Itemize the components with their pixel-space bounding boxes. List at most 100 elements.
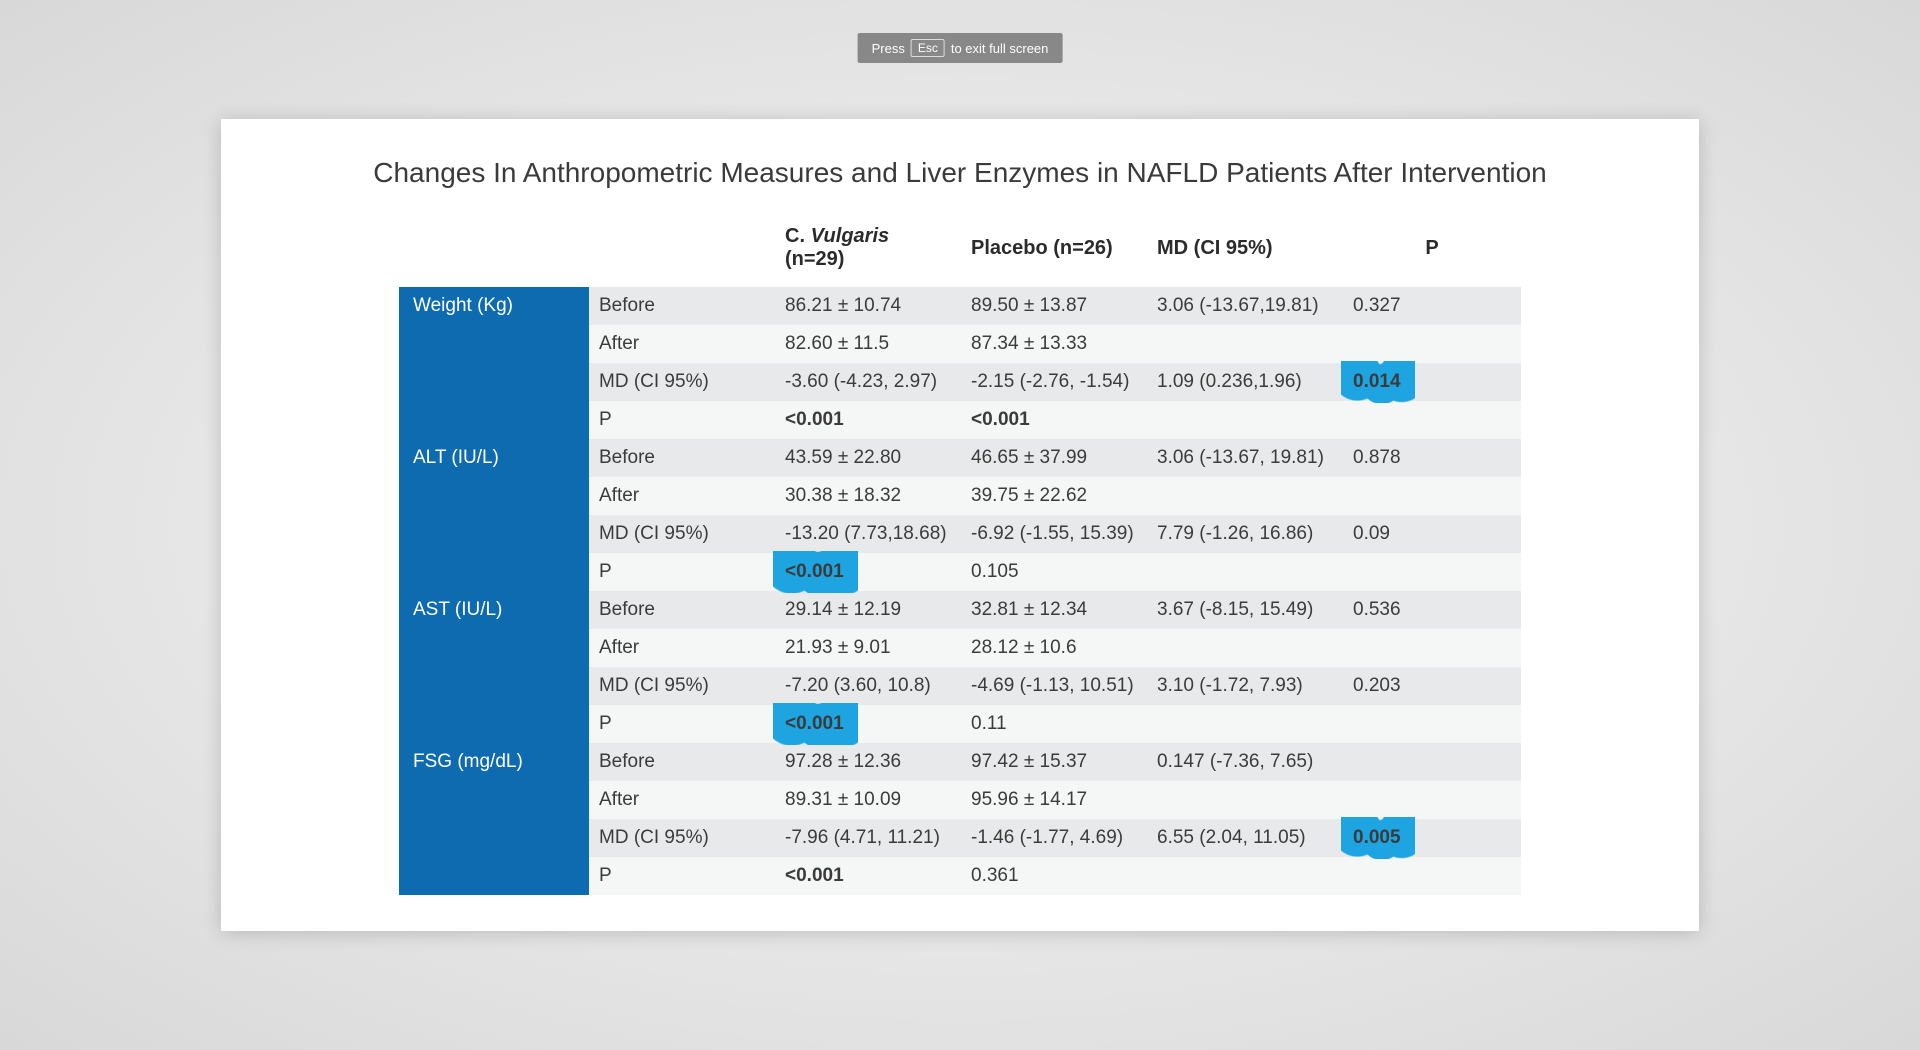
hint-press: Press (872, 41, 905, 56)
vulgaris-value: <0.001 (775, 857, 961, 895)
p-value: 0.203 (1343, 667, 1521, 705)
table-row: FSG (mg/dL)Before97.28 ± 12.3697.42 ± 15… (399, 743, 1521, 781)
vulgaris-value: <0.001 (775, 401, 961, 439)
header-blank-1 (399, 217, 589, 287)
md-value (1147, 857, 1343, 895)
md-value: 3.67 (-8.15, 15.49) (1147, 591, 1343, 629)
stat-label: P (589, 705, 775, 743)
stat-label: MD (CI 95%) (589, 819, 775, 857)
header-vulgaris: C. Vulgaris (n=29) (775, 217, 961, 287)
p-value (1343, 629, 1521, 667)
p-value (1343, 781, 1521, 819)
md-value: 3.10 (-1.72, 7.93) (1147, 667, 1343, 705)
fullscreen-hint: Press Esc to exit full screen (858, 33, 1063, 63)
p-value (1343, 743, 1521, 781)
header-md: MD (CI 95%) (1147, 217, 1343, 287)
md-value (1147, 477, 1343, 515)
p-value (1343, 705, 1521, 743)
placebo-value: 87.34 ± 13.33 (961, 325, 1147, 363)
stat-label: After (589, 629, 775, 667)
vulgaris-value: -13.20 (7.73,18.68) (775, 515, 961, 553)
p-value: 0.005 (1343, 819, 1521, 857)
vulgaris-value: 29.14 ± 12.19 (775, 591, 961, 629)
p-value: 0.09 (1343, 515, 1521, 553)
placebo-value: 28.12 ± 10.6 (961, 629, 1147, 667)
vulgaris-value: <0.001 (775, 705, 961, 743)
stat-label: P (589, 401, 775, 439)
vulgaris-value: 97.28 ± 12.36 (775, 743, 961, 781)
header-placebo: Placebo (n=26) (961, 217, 1147, 287)
placebo-value: 89.50 ± 13.87 (961, 287, 1147, 325)
table-row: Weight (Kg)Before86.21 ± 10.7489.50 ± 13… (399, 287, 1521, 325)
group-label: FSG (mg/dL) (399, 743, 589, 895)
p-value (1343, 401, 1521, 439)
md-value (1147, 629, 1343, 667)
table-header-row: C. Vulgaris (n=29) Placebo (n=26) MD (CI… (399, 217, 1521, 287)
vulgaris-value: -7.20 (3.60, 10.8) (775, 667, 961, 705)
p-value (1343, 325, 1521, 363)
stat-label: MD (CI 95%) (589, 363, 775, 401)
p-value (1343, 857, 1521, 895)
md-value (1147, 553, 1343, 591)
table-row: ALT (IU/L)Before43.59 ± 22.8046.65 ± 37.… (399, 439, 1521, 477)
group-label: AST (IU/L) (399, 591, 589, 743)
placebo-value: 39.75 ± 22.62 (961, 477, 1147, 515)
stat-label: Before (589, 743, 775, 781)
stat-label: P (589, 553, 775, 591)
md-value: 1.09 (0.236,1.96) (1147, 363, 1343, 401)
stat-label: Before (589, 287, 775, 325)
md-value (1147, 401, 1343, 439)
placebo-value: -6.92 (-1.55, 15.39) (961, 515, 1147, 553)
p-value (1343, 553, 1521, 591)
stat-label: After (589, 477, 775, 515)
p-value (1343, 477, 1521, 515)
vulgaris-value: <0.001 (775, 553, 961, 591)
hint-esc-key: Esc (911, 39, 945, 57)
md-value: 3.06 (-13.67, 19.81) (1147, 439, 1343, 477)
vulgaris-value: -3.60 (-4.23, 2.97) (775, 363, 961, 401)
results-table: C. Vulgaris (n=29) Placebo (n=26) MD (CI… (399, 217, 1521, 895)
placebo-value: 95.96 ± 14.17 (961, 781, 1147, 819)
md-value: 3.06 (-13.67,19.81) (1147, 287, 1343, 325)
table-row: AST (IU/L)Before29.14 ± 12.1932.81 ± 12.… (399, 591, 1521, 629)
md-value (1147, 325, 1343, 363)
placebo-value: 97.42 ± 15.37 (961, 743, 1147, 781)
stat-label: Before (589, 439, 775, 477)
placebo-value: -2.15 (-2.76, -1.54) (961, 363, 1147, 401)
stat-label: MD (CI 95%) (589, 667, 775, 705)
md-value (1147, 781, 1343, 819)
vulgaris-value: -7.96 (4.71, 11.21) (775, 819, 961, 857)
placebo-value: <0.001 (961, 401, 1147, 439)
vulgaris-value: 30.38 ± 18.32 (775, 477, 961, 515)
p-value: 0.878 (1343, 439, 1521, 477)
vulgaris-value: 82.60 ± 11.5 (775, 325, 961, 363)
p-value: 0.536 (1343, 591, 1521, 629)
stat-label: After (589, 781, 775, 819)
group-label: Weight (Kg) (399, 287, 589, 439)
vulgaris-value: 43.59 ± 22.80 (775, 439, 961, 477)
group-label: ALT (IU/L) (399, 439, 589, 591)
stat-label: After (589, 325, 775, 363)
md-value: 0.147 (-7.36, 7.65) (1147, 743, 1343, 781)
vulgaris-value: 21.93 ± 9.01 (775, 629, 961, 667)
header-blank-2 (589, 217, 775, 287)
vulgaris-value: 86.21 ± 10.74 (775, 287, 961, 325)
stat-label: MD (CI 95%) (589, 515, 775, 553)
hint-rest: to exit full screen (951, 41, 1049, 56)
stat-label: P (589, 857, 775, 895)
placebo-value: -4.69 (-1.13, 10.51) (961, 667, 1147, 705)
placebo-value: 0.105 (961, 553, 1147, 591)
slide: Changes In Anthropometric Measures and L… (221, 119, 1699, 931)
header-p: P (1343, 217, 1521, 287)
placebo-value: 32.81 ± 12.34 (961, 591, 1147, 629)
vulgaris-value: 89.31 ± 10.09 (775, 781, 961, 819)
md-value (1147, 705, 1343, 743)
slide-title: Changes In Anthropometric Measures and L… (221, 157, 1699, 189)
tree-icon (1663, 893, 1685, 919)
md-value: 7.79 (-1.26, 16.86) (1147, 515, 1343, 553)
stat-label: Before (589, 591, 775, 629)
placebo-value: 46.65 ± 37.99 (961, 439, 1147, 477)
placebo-value: -1.46 (-1.77, 4.69) (961, 819, 1147, 857)
p-value: 0.327 (1343, 287, 1521, 325)
placebo-value: 0.361 (961, 857, 1147, 895)
